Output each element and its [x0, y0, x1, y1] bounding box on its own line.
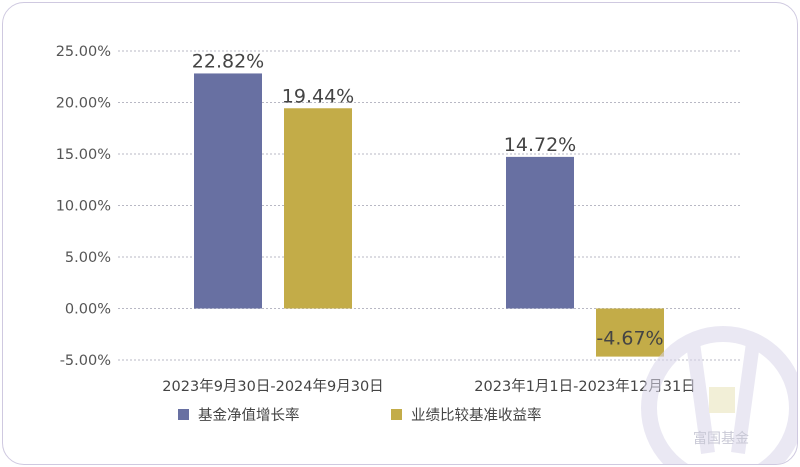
data-label: 19.44%	[282, 85, 354, 107]
y-tick-label: 25.00%	[56, 44, 111, 60]
x-axis: 2023年9月30日-2024年9月30日 2023年1月1日-2023年12月3…	[162, 378, 695, 395]
legend: 基金净值增长率 业绩比较基准收益率	[178, 406, 542, 424]
y-tick-label: 10.00%	[56, 199, 111, 215]
data-label: 14.72%	[504, 134, 576, 156]
data-label: 22.82%	[192, 50, 264, 72]
watermark-text: 富国基金	[693, 430, 749, 447]
fuguo-logo-icon	[641, 326, 797, 464]
y-tick-label: 15.00%	[56, 147, 111, 163]
y-axis: 25.00% 20.00% 15.00% 10.00% 5.00% 0.00% -5.00%	[56, 44, 111, 369]
legend-label: 基金净值增长率	[198, 407, 300, 424]
bar	[284, 108, 352, 309]
legend-swatch	[178, 409, 189, 420]
legend-label: 业绩比较基准收益率	[411, 406, 542, 424]
y-tick-label: 20.00%	[56, 96, 111, 112]
bar	[194, 73, 262, 309]
y-tick-label: 0.00%	[65, 302, 111, 318]
bars: 22.82% 19.44% 14.72% -4.67%	[192, 50, 664, 357]
x-category-label: 2023年1月1日-2023年12月31日	[474, 378, 695, 395]
bar-chart: 25.00% 20.00% 15.00% 10.00% 5.00% 0.00% -5.00%…	[56, 44, 797, 464]
bar	[506, 156, 574, 309]
legend-swatch	[391, 409, 402, 420]
watermark: 富国基金	[641, 326, 797, 464]
y-tick-label: -5.00%	[60, 353, 111, 369]
data-label: -4.67%	[596, 328, 663, 350]
y-tick-label: 5.00%	[65, 250, 111, 266]
x-category-label: 2023年9月30日-2024年9月30日	[162, 378, 383, 395]
bar	[596, 308, 664, 357]
